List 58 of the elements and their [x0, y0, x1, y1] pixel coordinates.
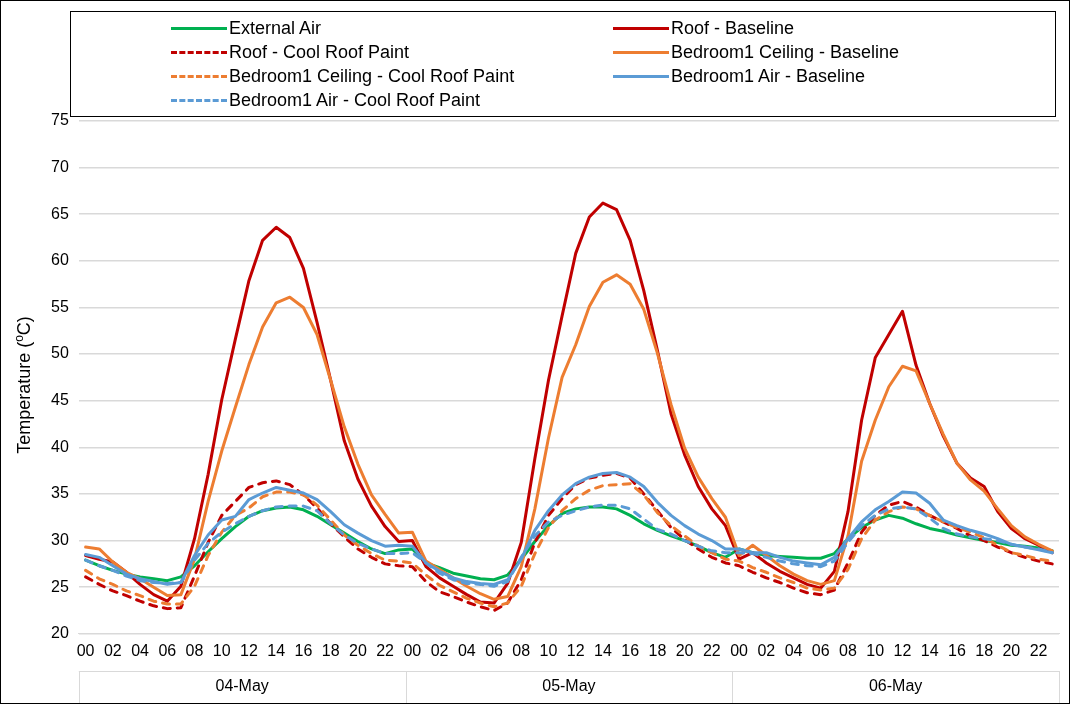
x-tick-label: 16	[294, 641, 313, 659]
x-tick-label: 20	[1002, 641, 1021, 659]
x-tick-label: 08	[512, 641, 531, 659]
legend-label: Bedroom1 Ceiling - Baseline	[671, 41, 900, 63]
x-tick-label: 20	[348, 641, 367, 659]
x-tick-label: 10	[866, 641, 885, 659]
x-tick-label: 18	[321, 641, 340, 659]
x-tick-label: 14	[594, 641, 612, 659]
x-tick-label: 06	[485, 641, 504, 659]
x-tick-label: 22	[1029, 641, 1048, 659]
x-tick-label: 22	[702, 641, 721, 659]
x-tick-label: 08	[185, 641, 204, 659]
x-tick-label: 02	[757, 641, 776, 659]
x-tick-label: 04	[131, 641, 150, 659]
x-tick-label: 20	[675, 641, 694, 659]
y-tick-label: 35	[51, 484, 69, 502]
x-tick-label: 12	[566, 641, 585, 659]
x-tick-label: 10	[539, 641, 558, 659]
x-tick-label: 02	[103, 641, 122, 659]
x-tick-label: 16	[621, 641, 640, 659]
y-tick-label: 50	[51, 344, 69, 362]
legend-label: Bedroom1 Air - Cool Roof Paint	[229, 89, 481, 111]
legend-label: Roof - Baseline	[671, 17, 795, 39]
x-tick-label: 04	[784, 641, 803, 659]
text: 05-May	[542, 677, 596, 695]
x-tick-label: 18	[975, 641, 994, 659]
y-tick-label: 20	[51, 624, 69, 642]
text: 06-May	[868, 677, 923, 695]
x-tick-label: 04	[457, 641, 476, 659]
x-tick-label: 12	[893, 641, 912, 659]
y-tick-label: 30	[51, 530, 69, 548]
legend-label: Roof - Cool Roof Paint	[229, 41, 410, 63]
x-tick-label: 22	[376, 641, 395, 659]
y-tick-label: 65	[51, 204, 69, 222]
y-tick-label: 55	[51, 297, 69, 315]
legend-label: Bedroom1 Air - Baseline	[671, 65, 866, 87]
y-tick-label: 70	[51, 158, 69, 176]
legend-label: External Air	[229, 17, 322, 39]
x-tick-label: 00	[403, 641, 422, 659]
legend-label: Bedroom1 Ceiling - Cool Roof Paint	[229, 65, 515, 87]
text: 04-May	[215, 677, 269, 695]
x-tick-label: 02	[430, 641, 449, 659]
x-tick-label: 16	[948, 641, 966, 659]
y-tick-label: 25	[51, 577, 69, 595]
y-tick-label: 60	[51, 251, 69, 269]
x-tick-label: 14	[920, 641, 939, 659]
x-tick-label: 06	[811, 641, 830, 659]
x-tick-label: 00	[730, 641, 749, 659]
y-tick-label: 75	[51, 111, 69, 129]
x-tick-label: 18	[648, 641, 667, 659]
x-tick-label: 08	[839, 641, 857, 659]
x-tick-label: 12	[240, 641, 258, 659]
x-tick-label: 14	[267, 641, 286, 659]
x-tick-label: 06	[158, 641, 177, 659]
x-tick-label: 10	[212, 641, 231, 659]
y-tick-label: 40	[51, 437, 69, 455]
y-tick-label: 45	[51, 391, 69, 409]
x-tick-label: 00	[76, 641, 95, 659]
